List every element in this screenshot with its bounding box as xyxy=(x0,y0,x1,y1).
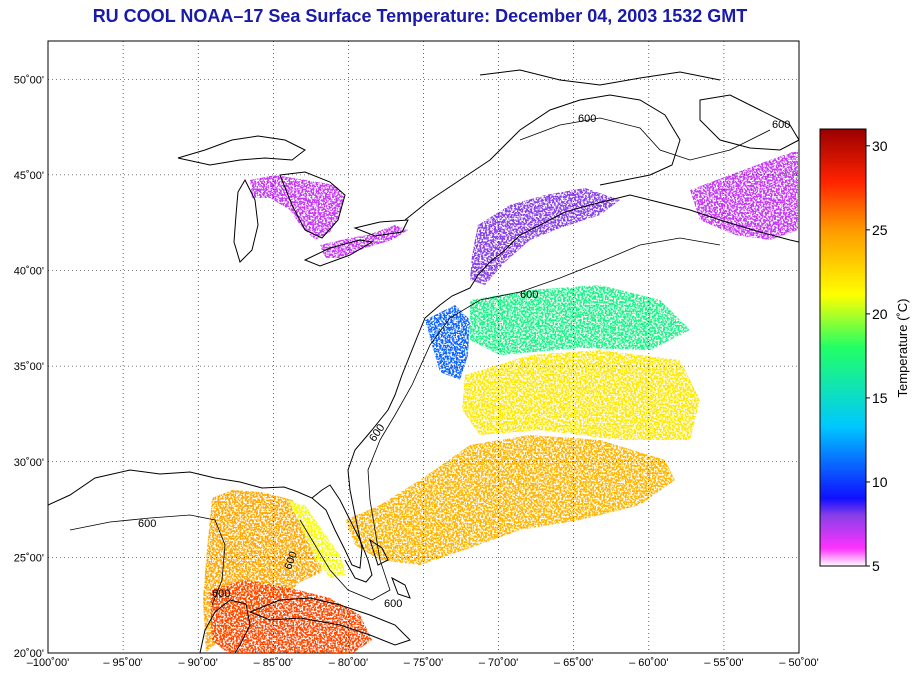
colorbar-tick-label: 30 xyxy=(872,138,888,154)
isobath-label: 600 xyxy=(772,119,790,131)
lon-tick-label: – 60˚00' xyxy=(629,657,668,669)
lon-tick-label: – 80˚00' xyxy=(329,657,368,669)
sst-west-florida-shelf xyxy=(288,500,346,578)
lat-tick-label: 30˚00' xyxy=(14,457,44,469)
colorbar-tick-label: 10 xyxy=(872,474,888,490)
longitude-axis: –100˚00' – 95˚00' – 90˚00' – 85˚00' – 80˚00'… xyxy=(27,657,819,669)
colorbar-gradient xyxy=(819,128,867,567)
lon-tick-label: – 95˚00' xyxy=(103,657,142,669)
coastline-layer xyxy=(48,69,799,653)
colorbar-tick-label: 25 xyxy=(872,222,888,238)
coastline-north-america xyxy=(48,194,799,569)
sst-data-layer xyxy=(203,150,798,653)
lat-tick-label: 50˚00' xyxy=(14,74,44,86)
sst-slope-water xyxy=(470,285,690,355)
sst-gulf-of-maine xyxy=(470,188,620,285)
isobath-600m-east xyxy=(299,237,721,601)
colorbar-ticks: 5 10 15 20 25 30 xyxy=(866,138,888,574)
coastline-lake-erie xyxy=(303,239,374,267)
sst-sargasso-sea xyxy=(462,350,700,440)
isobath-600m-north xyxy=(519,117,771,161)
sst-mid-atlantic-shelf xyxy=(425,305,470,380)
lat-tick-label: 35˚00' xyxy=(14,361,44,373)
lat-tick-label: 25˚00' xyxy=(14,552,44,564)
sst-lake-erie-ontario xyxy=(320,225,408,258)
coastline-lake-superior xyxy=(177,135,306,166)
latitude-axis: 20˚00' 25˚00' 30˚00' 35˚00' 40˚00' 45˚00' 50˚0… xyxy=(14,74,44,660)
coastline-bahamas xyxy=(369,538,411,599)
sst-gulf-stream xyxy=(345,435,675,565)
isobath-label: 600 xyxy=(384,598,402,610)
lon-tick-label: – 50˚00' xyxy=(779,657,818,669)
lon-tick-label: – 65˚00' xyxy=(554,657,593,669)
lat-tick-label: 45˚00' xyxy=(14,170,44,182)
lon-tick-label: – 75˚00' xyxy=(404,657,443,669)
coastline-florida xyxy=(311,484,373,583)
lon-tick-label: –100˚00' xyxy=(27,657,69,669)
lat-tick-label: 40˚00' xyxy=(14,266,44,278)
sst-caribbean xyxy=(210,580,372,653)
lon-tick-label: – 55˚00' xyxy=(704,657,743,669)
isobath-label: 600 xyxy=(282,550,300,571)
coastline-lake-huron xyxy=(279,171,346,239)
colorbar-tick-label: 15 xyxy=(872,390,888,406)
sst-nova-scotia-shelf xyxy=(690,150,798,240)
coastline-newfoundland xyxy=(699,94,799,151)
isobath-label: 600 xyxy=(212,588,230,600)
isobath-label: 600 xyxy=(520,289,538,301)
colorbar-tick-label: 5 xyxy=(872,558,880,574)
lon-tick-label: – 70˚00' xyxy=(479,657,518,669)
coastline-lake-ontario xyxy=(353,219,409,237)
coastline-cuba xyxy=(248,597,411,646)
isobath-label: 600 xyxy=(578,113,596,125)
isobath-label: 600 xyxy=(138,518,156,530)
isobath-600m-gulf xyxy=(69,514,226,606)
coastline-st-lawrence xyxy=(404,94,681,221)
sst-great-lakes xyxy=(250,175,345,240)
lat-tick-label: 20˚00' xyxy=(14,648,44,660)
map-title: RU COOL NOAA–17 Sea Surface Temperature:… xyxy=(92,6,748,26)
colorbar: 5 10 15 20 25 30 Temperature (˚C) xyxy=(819,128,910,574)
colorbar-tick-label: 20 xyxy=(872,306,888,322)
coastline-hudson-north xyxy=(479,69,721,86)
lon-tick-label: – 90˚00' xyxy=(178,657,217,669)
coastline-yucatan xyxy=(199,599,251,653)
colorbar-label: Temperature (˚C) xyxy=(895,299,910,398)
lon-tick-label: – 85˚00' xyxy=(254,657,293,669)
coastline-lake-michigan xyxy=(233,178,259,263)
